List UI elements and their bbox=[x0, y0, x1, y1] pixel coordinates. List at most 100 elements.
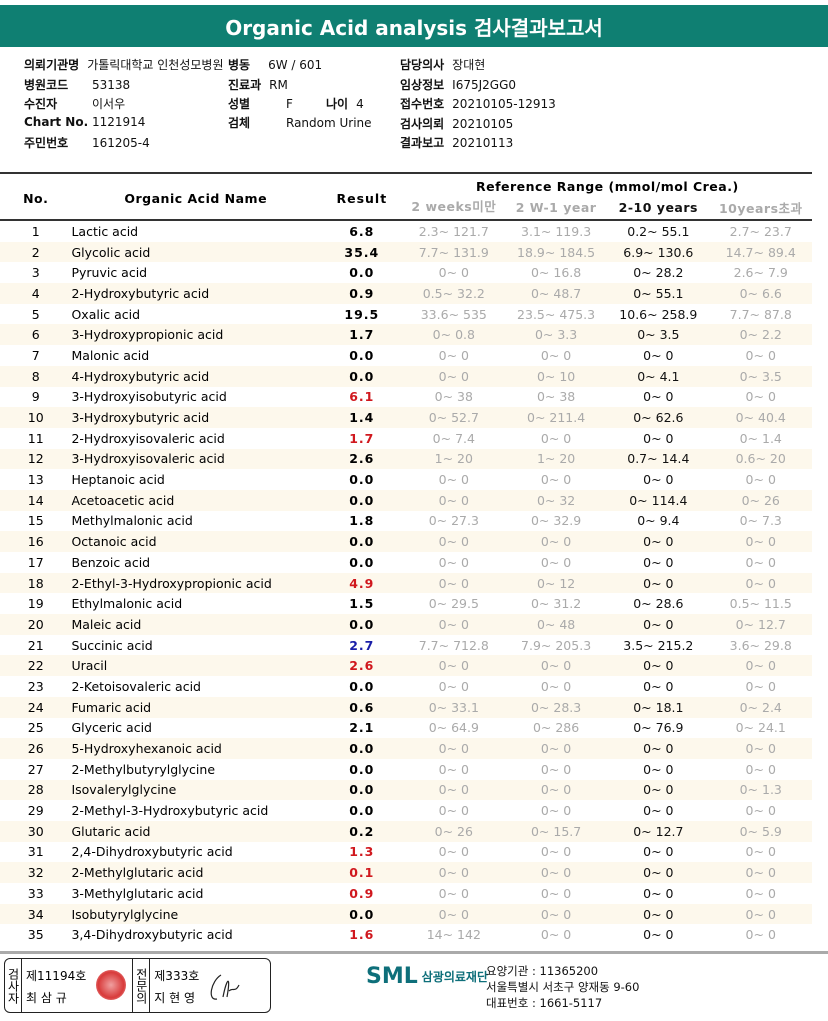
range-10y: 0~ 0 bbox=[745, 554, 776, 570]
table-row: 14 Acetoacetic acid 0.0 0~ 0 0~ 32 0~ 114.4 0~… bbox=[0, 489, 812, 511]
table-row: 29 2-Methyl-3-Hydroxybutyric acid 0.0 0~ 0 0… bbox=[0, 800, 812, 821]
table-row: 24 Fumaric acid 0.6 0~ 33.1 0~ 28.3 0~ 18.1 0~… bbox=[0, 696, 812, 718]
range-2weeks: 0~ 52.7 bbox=[428, 410, 479, 426]
row-name: 2-Hydroxybutyric acid bbox=[71, 285, 210, 301]
range-2weeks: 0.5~ 32.2 bbox=[422, 285, 485, 301]
info-requested: 검사의뢰 20210105 bbox=[400, 117, 514, 131]
table-row: 18 2-Ethyl-3-Hydroxypropionic acid 4.9 0~ 0… bbox=[0, 572, 812, 594]
row-name: 2,4-Dihydroxybutyric acid bbox=[71, 844, 233, 860]
row-result: 0.0 bbox=[349, 782, 375, 798]
examiner-label: 검사자 bbox=[5, 959, 22, 1012]
range-10y: 0~ 5.9 bbox=[739, 823, 782, 839]
range-2w-1y: 0~ 0 bbox=[540, 906, 572, 922]
range-2weeks: 33.6~ 535 bbox=[420, 306, 487, 322]
range-2-10y: 0~ 0 bbox=[643, 844, 674, 860]
row-result: 0.0 bbox=[349, 472, 375, 488]
row-name: 5-Hydroxyhexanoic acid bbox=[71, 741, 222, 757]
table-row: 4 2-Hydroxybutyric acid 0.9 0.5~ 32.2 0~ 48.… bbox=[0, 283, 812, 304]
range-2w-1y: 0~ 0 bbox=[540, 761, 572, 777]
row-result: 0.9 bbox=[349, 285, 375, 301]
range-2weeks: 0~ 26 bbox=[434, 823, 473, 839]
info-reported: 결과보고 20210113 bbox=[400, 136, 514, 150]
info-sex: 성별 F bbox=[228, 97, 293, 111]
row-result: 1.8 bbox=[349, 513, 375, 529]
range-2-10y: 0~ 0 bbox=[643, 927, 674, 943]
range-2w-1y: 0~ 32.9 bbox=[530, 513, 582, 529]
org-code: 요양기관 : 11365200 bbox=[486, 964, 599, 978]
row-result: 19.5 bbox=[344, 306, 380, 322]
range-2-10y: 0.2~ 55.1 bbox=[627, 223, 690, 239]
range-10y: 0~ 0 bbox=[745, 575, 776, 591]
row-name: 2-Ethyl-3-Hydroxypropionic acid bbox=[71, 575, 272, 591]
col-range-10y: 10years초과 bbox=[718, 200, 803, 216]
row-name: 3-Hydroxypropionic acid bbox=[71, 327, 224, 343]
range-2w-1y: 0~ 38 bbox=[536, 389, 576, 405]
table-row: 5 Oxalic acid 19.5 33.6~ 535 23.5~ 475.3 10.6… bbox=[0, 304, 812, 325]
range-2-10y: 0~ 0 bbox=[643, 678, 674, 694]
row-name: Oxalic acid bbox=[71, 306, 141, 322]
range-2w-1y: 1~ 20 bbox=[536, 451, 576, 467]
range-10y: 0~ 0 bbox=[745, 844, 776, 860]
row-no: 4 bbox=[31, 285, 40, 301]
range-10y: 0~ 26 bbox=[741, 492, 780, 508]
range-2w-1y: 0~ 48 bbox=[536, 616, 576, 632]
info-dept: 진료과 RM bbox=[228, 78, 288, 92]
table-row: 21 Succinic acid 2.7 7.7~ 712.8 7.9~ 205.3 3.… bbox=[0, 635, 812, 656]
table-row: 19 Ethylmalonic acid 1.5 0~ 29.5 0~ 31.2 0~ 2… bbox=[0, 593, 812, 614]
info-hospital: 의뢰기관명 가톨릭대학교 인천성모병원 bbox=[24, 58, 224, 72]
row-result: 0.0 bbox=[349, 906, 375, 922]
range-2-10y: 0~ 18.1 bbox=[633, 699, 684, 715]
range-2weeks: 0~ 27.3 bbox=[428, 513, 479, 529]
range-2-10y: 0~ 0 bbox=[643, 782, 674, 798]
range-2w-1y: 0~ 0 bbox=[540, 678, 572, 694]
row-no: 10 bbox=[27, 410, 44, 426]
row-no: 13 bbox=[27, 472, 44, 488]
row-name: Lactic acid bbox=[71, 223, 139, 239]
row-no: 7 bbox=[31, 347, 40, 363]
signature-icon bbox=[210, 974, 240, 1000]
address: 서울특별시 서초구 양재동 9-60 bbox=[486, 980, 640, 994]
col-range-2-10y: 2-10 years bbox=[618, 199, 698, 215]
range-2weeks: 0~ 0 bbox=[438, 782, 469, 798]
range-2-10y: 0~ 3.5 bbox=[637, 327, 680, 343]
row-result: 0.0 bbox=[349, 678, 375, 694]
range-2w-1y: 0~ 0 bbox=[540, 865, 572, 881]
range-10y: 0~ 24.1 bbox=[735, 720, 786, 736]
range-2w-1y: 0~ 286 bbox=[532, 720, 580, 736]
range-2w-1y: 0~ 0 bbox=[540, 534, 572, 550]
info-receipt: 접수번호 20210105-12913 bbox=[400, 97, 556, 111]
row-no: 16 bbox=[27, 534, 44, 550]
row-result: 0.6 bbox=[349, 699, 375, 715]
col-result: Result bbox=[336, 191, 388, 206]
table-row: 27 2-Methylbutyrylglycine 0.0 0~ 0 0~ 0 0~ 0 0… bbox=[0, 759, 812, 780]
range-10y: 7.7~ 87.8 bbox=[729, 306, 792, 322]
table-row: 30 Glutaric acid 0.2 0~ 26 0~ 15.7 0~ 12.7 0~ … bbox=[0, 820, 812, 842]
range-2weeks: 0~ 0 bbox=[438, 265, 469, 281]
range-2-10y: 0~ 76.9 bbox=[633, 720, 684, 736]
row-no: 32 bbox=[27, 865, 44, 881]
signature-box: 검사자 제11194호 최 삼 규 전문의 제333호 지 현 영 bbox=[4, 958, 271, 1013]
row-no: 14 bbox=[27, 492, 44, 508]
col-no: No. bbox=[23, 191, 49, 206]
range-10y: 0~ 6.6 bbox=[739, 285, 782, 301]
row-no: 3 bbox=[31, 265, 40, 281]
row-name: 3-Hydroxyisovaleric acid bbox=[71, 451, 225, 467]
range-2weeks: 0~ 0 bbox=[438, 761, 469, 777]
range-2w-1y: 0~ 0 bbox=[540, 554, 572, 570]
row-no: 1 bbox=[31, 223, 40, 239]
table-row: 7 Malonic acid 0.0 0~ 0 0~ 0 0~ 0 0~ 0 bbox=[0, 345, 812, 366]
row-no: 17 bbox=[27, 554, 44, 570]
range-2-10y: 0~ 0 bbox=[643, 906, 674, 922]
row-name: 2-Methylbutyrylglycine bbox=[71, 761, 216, 777]
range-2-10y: 0~ 28.2 bbox=[633, 265, 684, 281]
table-row: 2 Glycolic acid 35.4 7.7~ 131.9 18.9~ 184.5 6… bbox=[0, 241, 812, 263]
row-name: 2-Methyl-3-Hydroxybutyric acid bbox=[71, 803, 269, 819]
row-name: Uracil bbox=[71, 658, 108, 674]
row-no: 2 bbox=[31, 244, 40, 260]
info-clinical: 임상정보 I675J2GG0 bbox=[400, 78, 517, 92]
range-10y: 3.6~ 29.8 bbox=[729, 637, 792, 653]
range-2w-1y: 0~ 0 bbox=[540, 658, 572, 674]
row-name: Fumaric acid bbox=[71, 699, 152, 715]
table-row: 32 2-Methylglutaric acid 0.1 0~ 0 0~ 0 0~ 0 0~… bbox=[0, 862, 812, 883]
range-2weeks: 0~ 0 bbox=[438, 554, 469, 570]
